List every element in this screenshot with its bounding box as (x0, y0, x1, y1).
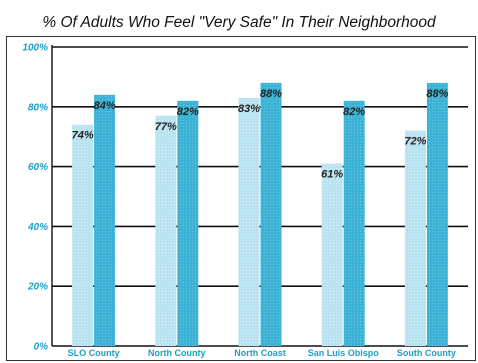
data-label: 88% (260, 88, 282, 100)
data-label: 77% (155, 121, 177, 133)
data-label: 82% (343, 106, 365, 118)
x-tick-label: SLO County (68, 348, 120, 358)
data-label: 72% (404, 136, 426, 148)
y-tick-label: 100% (22, 43, 48, 54)
data-label: 84% (94, 100, 116, 112)
data-label: 61% (321, 169, 343, 181)
data-label: 83% (238, 103, 260, 115)
data-label: 82% (177, 106, 199, 118)
y-tick-label: 60% (28, 162, 48, 173)
data-label: 88% (426, 88, 448, 100)
x-tick-label: North Coast (234, 348, 286, 358)
y-tick-label: 20% (27, 282, 48, 293)
y-tick-label: 80% (28, 102, 48, 113)
chart-frame (6, 36, 476, 361)
bar (321, 163, 343, 346)
x-tick-label: North County (148, 348, 206, 358)
bar (260, 82, 282, 346)
data-label: 74% (72, 130, 94, 142)
bar (177, 100, 199, 346)
bar (426, 82, 448, 346)
x-tick-label: South County (397, 348, 456, 358)
bar (404, 130, 426, 346)
x-tick-label: San Luis Obispo (308, 348, 380, 358)
bar (343, 100, 365, 346)
chart-title: % Of Adults Who Feel "Very Safe" In Thei… (42, 14, 436, 31)
bar (155, 115, 177, 347)
bar (94, 94, 116, 346)
y-tick-label: 0% (34, 342, 49, 353)
bar (238, 97, 260, 346)
bar (72, 124, 94, 347)
y-tick-label: 40% (27, 222, 48, 233)
